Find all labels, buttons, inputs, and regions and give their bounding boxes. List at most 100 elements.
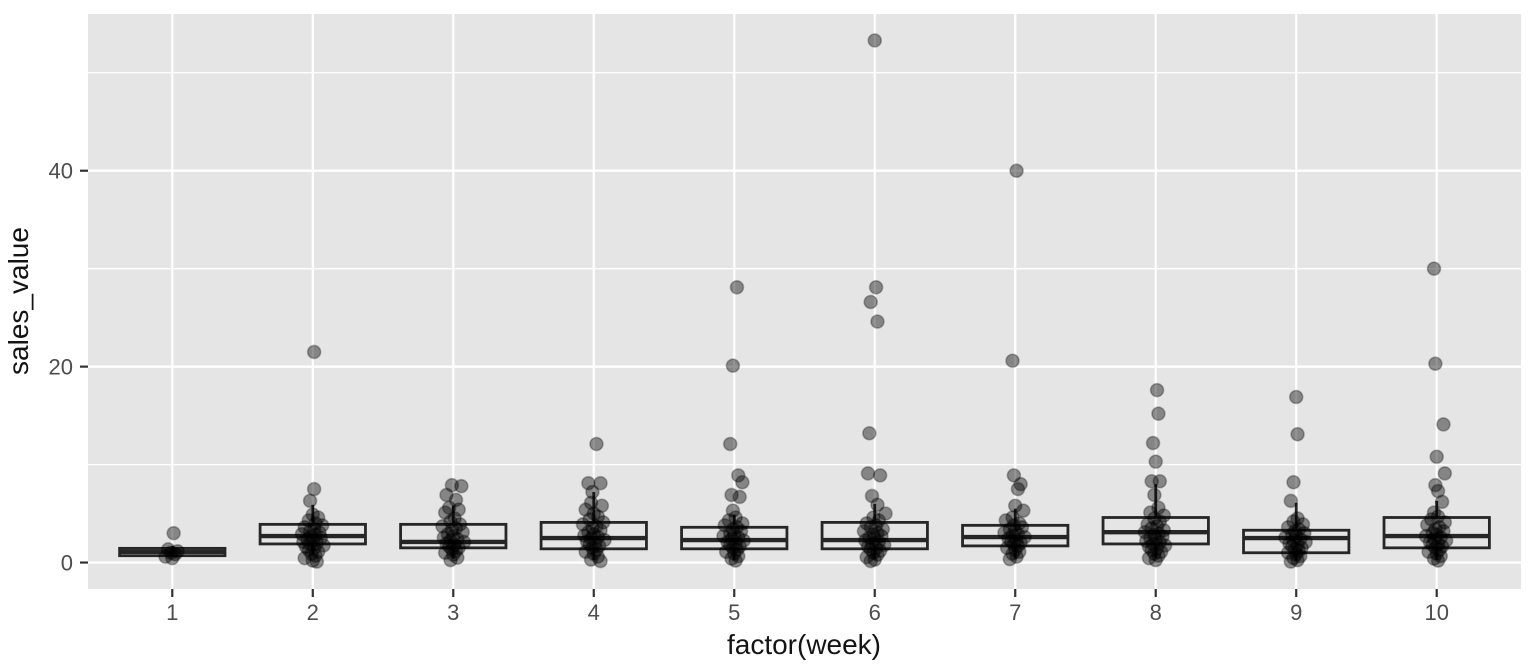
jitter-point (722, 436, 738, 452)
jitter-point (1292, 531, 1308, 547)
jitter-point (1428, 477, 1443, 493)
boxplot-week-10 (1382, 500, 1491, 560)
jitter-point (1151, 548, 1166, 563)
jitter-point (451, 540, 466, 556)
jitter-point (294, 526, 310, 542)
jitter-point (443, 514, 458, 529)
jitter-point (577, 528, 592, 543)
jitter-point (874, 528, 889, 544)
jitter-point (998, 513, 1014, 528)
jitter-point (725, 540, 741, 556)
jitter-point (1430, 483, 1446, 499)
jitter-point (1426, 551, 1442, 566)
jitter-point (1013, 476, 1028, 492)
jitter-point (1432, 519, 1447, 535)
jitter-point (1421, 544, 1436, 560)
jitter-point (437, 505, 453, 520)
x-tick-label: 10 (1424, 600, 1448, 625)
jitter-point (725, 503, 741, 518)
jitter-point (1425, 537, 1440, 553)
jitter-point (308, 516, 323, 531)
jitter-point (1283, 493, 1299, 509)
jitter-point (1430, 536, 1446, 551)
jitter-point (586, 546, 602, 562)
jitter-point (863, 294, 878, 310)
jitter-point (1010, 538, 1026, 554)
jitter-point (859, 516, 874, 531)
jitter-point (583, 495, 599, 511)
jitter-point (302, 523, 318, 539)
jitter-point (1429, 546, 1445, 562)
jitter-point (1288, 528, 1304, 544)
jitter-point (589, 436, 604, 452)
jitter-point (579, 534, 595, 549)
jitter-point (1013, 535, 1028, 551)
jitter-point (310, 510, 326, 525)
jitter-point (1283, 554, 1299, 569)
jitter-point (582, 512, 598, 527)
jitter-point (729, 279, 745, 295)
jitter-point (728, 536, 743, 551)
jitter-point (1278, 530, 1293, 545)
jitter-point (1011, 544, 1027, 560)
jitter-point (732, 489, 747, 505)
jitter-point (304, 529, 319, 544)
jitter-point (856, 523, 872, 539)
jitter-point (1432, 542, 1447, 558)
jitter-point (1152, 473, 1168, 489)
jitter-point (1149, 541, 1165, 556)
jitter-point (448, 543, 464, 559)
jitter-point (1286, 514, 1301, 529)
jitter-point (439, 487, 454, 503)
jitter-point (1437, 466, 1453, 481)
jitter-point (871, 534, 887, 550)
jitter-point (862, 530, 877, 545)
jitter-point (868, 540, 884, 556)
jitter-point (444, 522, 460, 538)
jitter-point (1425, 525, 1440, 541)
boxplot-week-6 (820, 503, 929, 560)
jitter-point (731, 548, 746, 564)
jitter-point (1005, 510, 1020, 525)
jitter-point (301, 542, 317, 558)
jitter-point (447, 537, 462, 553)
jitter-point (1017, 529, 1032, 545)
jitter-point (1148, 454, 1164, 469)
jitter-point (735, 474, 750, 490)
jitter-point (581, 475, 596, 491)
jitter-point (436, 530, 452, 545)
jitter-point (1149, 382, 1165, 398)
jitter-point (1151, 406, 1166, 421)
jitter-point (454, 478, 469, 494)
jitter-point (1292, 548, 1308, 564)
jitter-point (1284, 527, 1300, 542)
jitter-point (1287, 542, 1303, 557)
panel-background (88, 14, 1521, 589)
jitter-point (297, 550, 312, 566)
jitter-point (1280, 519, 1296, 535)
jitter-point (1437, 515, 1453, 530)
jitter-point (870, 547, 885, 563)
jitter-point (1426, 261, 1442, 276)
jitter-point (1436, 417, 1451, 432)
jitter-point (456, 534, 472, 550)
jitter-point (1151, 500, 1166, 515)
jitter-point (1290, 537, 1305, 553)
jitter-point (1290, 426, 1305, 442)
jitter-point (595, 515, 611, 530)
jitter-point (445, 547, 461, 563)
jitter-point (306, 344, 322, 360)
jitter-point (866, 545, 881, 561)
jitter-points (158, 33, 1454, 569)
jitter-point (164, 550, 180, 566)
jitter-point (305, 507, 321, 522)
jitter-point (1294, 540, 1309, 556)
jitter-point (308, 548, 323, 563)
jitter-point (158, 549, 173, 564)
jitter-point (597, 532, 612, 548)
jitter-point (1155, 529, 1170, 544)
jitter-point (1145, 536, 1161, 552)
jitter-point (867, 33, 883, 48)
